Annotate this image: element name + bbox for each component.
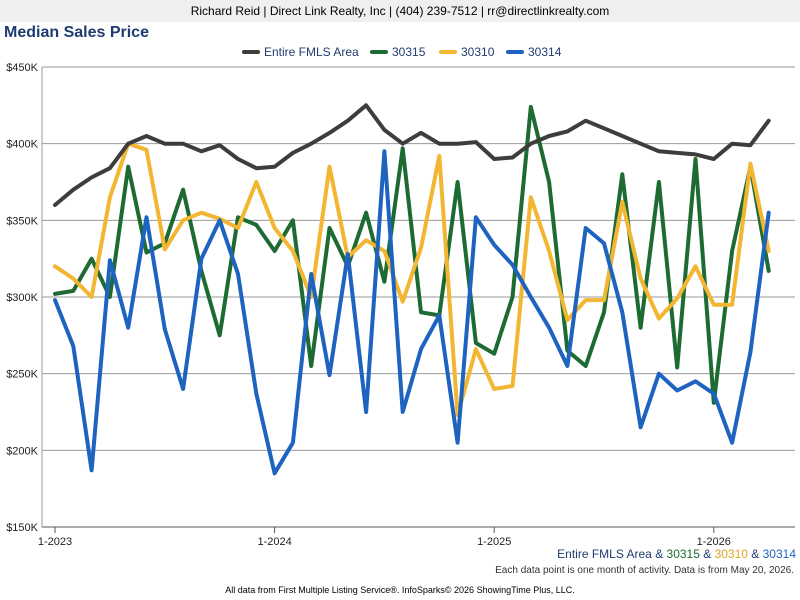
series-line-30314 <box>53 149 771 476</box>
subtitle-separator: & <box>699 547 715 561</box>
x-tick-label: 1-2024 <box>257 536 291 548</box>
subtitle-30310: 30310 <box>714 547 748 561</box>
series-line-entire-fmls-area <box>53 103 771 207</box>
legend: Entire FMLS Area 30315 30310 30314 <box>242 45 562 59</box>
agent-contact-text: Richard Reid | Direct Link Realty, Inc |… <box>190 4 610 18</box>
y-tick-label: $450K <box>6 62 38 74</box>
agent-contact-bar: Richard Reid | Direct Link Realty, Inc |… <box>0 0 800 22</box>
series-lines <box>53 103 771 476</box>
legend-label: 30315 <box>392 45 426 59</box>
y-tick-label: $300K <box>6 292 38 304</box>
y-tick-label: $250K <box>6 369 38 381</box>
x-tick-label: 1-2026 <box>697 536 731 548</box>
y-tick-label: $200K <box>6 445 38 457</box>
data-credit: All data from First Multiple Listing Ser… <box>225 585 575 595</box>
legend-label: 30314 <box>528 45 562 59</box>
series-line-30310 <box>53 141 771 418</box>
y-tick-label: $400K <box>6 139 38 151</box>
data-note: Each data point is one month of activity… <box>495 565 794 576</box>
series-line-30315 <box>53 104 771 405</box>
x-tick-label: 1-2023 <box>38 536 72 548</box>
x-axis-tick-labels: 1-2023 1-2024 1-2025 1-2026 <box>38 527 731 548</box>
y-tick-label: $350K <box>6 215 38 227</box>
subtitle-30315: 30315 <box>666 547 700 561</box>
legend-label: 30310 <box>461 45 495 59</box>
x-tick-label: 1-2025 <box>477 536 511 548</box>
subtitle-separator: & <box>747 547 763 561</box>
subtitle-separator: & <box>651 547 667 561</box>
chart-title: Median Sales Price <box>4 24 149 41</box>
y-tick-label: $150K <box>6 522 38 534</box>
y-axis-tick-labels: $150K $200K $250K $300K $350K $400K $450K <box>6 62 38 534</box>
subtitle-fmls: Entire FMLS Area <box>557 547 652 561</box>
subtitle-30314: 30314 <box>762 547 796 561</box>
legend-label: Entire FMLS Area <box>264 45 359 59</box>
series-subtitle: Entire FMLS Area & 30315 & 30310 & 30314 <box>557 547 796 561</box>
